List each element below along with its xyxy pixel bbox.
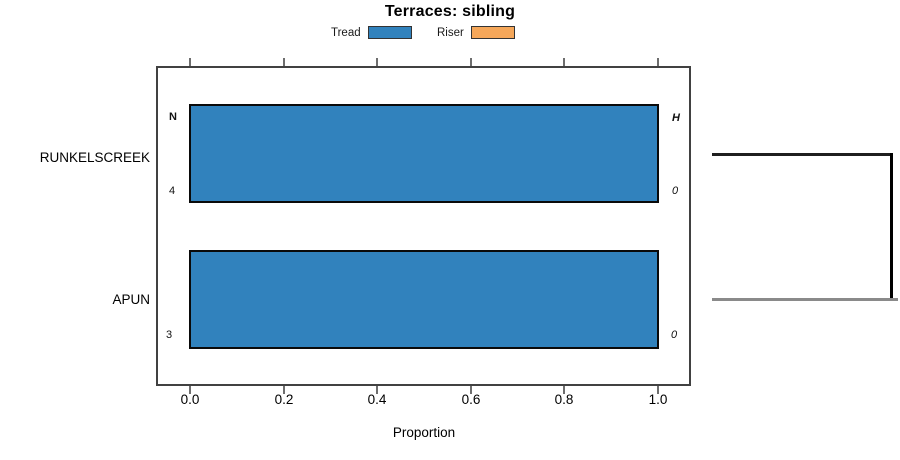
legend-label-riser: Riser <box>437 27 464 39</box>
bar1-right-header: H <box>672 112 680 124</box>
x-axis-tick-top <box>563 58 565 66</box>
x-axis-tick-top <box>470 58 472 66</box>
x-tick-label: 1.0 <box>648 392 668 407</box>
x-tick-label: 0.0 <box>180 392 200 407</box>
x-axis-tick-top <box>283 58 285 66</box>
x-tick-label: 0.2 <box>274 392 294 407</box>
step-tread-top-line <box>712 153 893 156</box>
bar1-right-value: 0 <box>671 185 679 197</box>
x-axis-tick-bottom <box>470 386 472 394</box>
bar1-left-header: N <box>169 111 177 123</box>
x-axis-tick-bottom <box>376 386 378 394</box>
x-axis-tick-top <box>189 58 191 66</box>
bar-apun-tread <box>189 250 659 349</box>
x-tick-label: 0.6 <box>461 392 481 407</box>
x-axis-tick-bottom <box>283 386 285 394</box>
legend-swatch-riser <box>471 26 515 39</box>
bar-runkelscreek-tread <box>189 104 659 203</box>
x-tick-label: 0.8 <box>554 392 574 407</box>
x-axis-tick-top <box>376 58 378 66</box>
x-axis-tick-bottom <box>563 386 565 394</box>
bar2-left-value: 3 <box>165 329 173 341</box>
x-axis-tick-bottom <box>189 386 191 394</box>
chart-title: Terraces: sibling <box>384 3 516 20</box>
legend-swatch-tread <box>368 26 412 39</box>
x-axis-title: Proportion <box>392 425 456 440</box>
step-tread-bottom-line <box>712 298 898 301</box>
x-axis-tick-top <box>657 58 659 66</box>
bar1-left-value: 4 <box>168 185 176 197</box>
step-riser-line <box>890 153 893 301</box>
y-axis-label-apun: APUN <box>112 292 150 307</box>
legend-label-tread: Tread <box>331 27 361 39</box>
bar2-right-value: 0 <box>670 329 678 341</box>
y-axis-label-runkelscreek: RUNKELSCREEK <box>39 150 150 165</box>
x-axis-tick-bottom <box>657 386 659 394</box>
x-tick-label: 0.4 <box>367 392 387 407</box>
